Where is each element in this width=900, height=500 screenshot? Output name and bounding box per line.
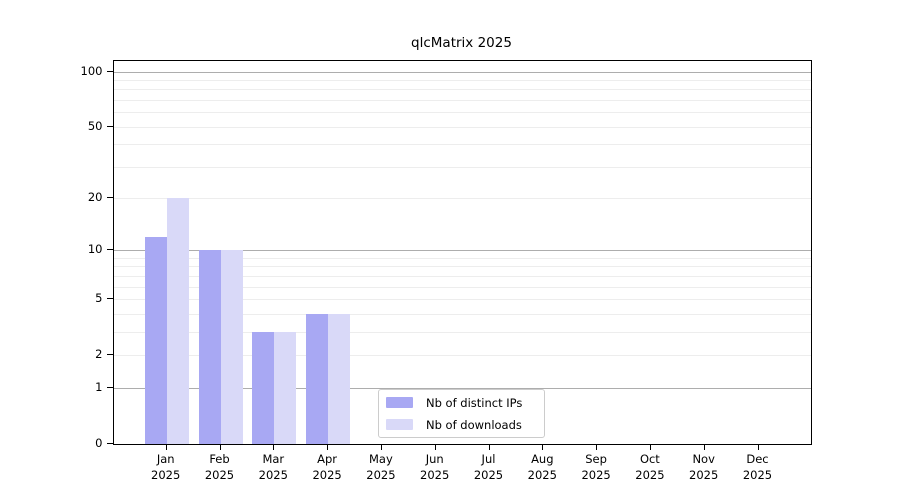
x-tick — [757, 443, 759, 450]
gridline-minor — [113, 266, 811, 268]
gridline-minor — [113, 100, 811, 102]
x-tick — [327, 443, 329, 450]
gridline-minor — [113, 89, 811, 91]
y-tick-label: 5 — [95, 291, 103, 306]
y-tick-label: 1 — [95, 379, 103, 394]
x-tick-label: Jan 2025 — [151, 451, 181, 483]
legend: Nb of distinct IPs Nb of downloads — [378, 389, 545, 438]
x-tick — [380, 443, 383, 450]
gridline-minor — [113, 275, 811, 277]
gridline-minor — [113, 198, 811, 200]
plot-area — [112, 59, 812, 445]
x-tick — [703, 443, 705, 450]
gridline-minor — [113, 126, 811, 128]
bar-downloads — [166, 198, 189, 444]
x-tick-label: May 2025 — [366, 451, 396, 483]
x-tick — [219, 443, 221, 450]
x-tick-label: Mar 2025 — [258, 451, 288, 483]
x-tick-label: Oct 2025 — [635, 451, 665, 483]
gridline-major — [113, 71, 811, 73]
y-tick — [106, 353, 113, 356]
y-tick — [106, 70, 113, 72]
gridline-minor — [113, 313, 811, 315]
y-tick-label: 50 — [87, 118, 103, 133]
y-tick-label: 2 — [95, 346, 103, 361]
bar-downloads — [220, 250, 243, 444]
x-tick-label: Dec 2025 — [742, 451, 773, 483]
chart-title: qlcMatrix 2025 — [411, 35, 512, 51]
x-tick — [488, 443, 490, 450]
gridline-minor — [113, 166, 811, 168]
gridline-major — [113, 387, 811, 389]
legend-label-downloads: Nb of downloads — [426, 417, 522, 432]
x-tick-label: Sep 2025 — [581, 451, 611, 483]
x-tick-label: Nov 2025 — [689, 451, 719, 483]
y-tick — [106, 197, 113, 199]
bar-downloads — [274, 331, 297, 444]
y-tick-label: 10 — [87, 242, 103, 257]
y-tick-label: 0 — [95, 435, 103, 450]
y-tick — [106, 125, 113, 127]
x-tick — [273, 443, 275, 450]
x-tick — [649, 443, 652, 450]
bar-distinct-ips — [306, 313, 329, 444]
y-tick — [106, 298, 113, 300]
gridline-minor — [113, 80, 811, 82]
gridline-minor — [113, 299, 811, 301]
y-tick — [106, 442, 113, 444]
y-tick — [106, 386, 113, 388]
gridline-minor — [113, 286, 811, 288]
y-tick-label: 100 — [80, 63, 103, 78]
x-tick-label: Feb 2025 — [204, 451, 235, 483]
x-tick — [596, 443, 598, 450]
bar-distinct-ips — [144, 236, 167, 444]
gridline-minor — [113, 331, 811, 333]
x-tick — [542, 443, 544, 450]
y-tick-label: 20 — [87, 190, 103, 205]
x-tick-label: Jun 2025 — [420, 451, 450, 483]
x-tick-label: Apr 2025 — [312, 451, 342, 483]
x-tick-label: Jul 2025 — [473, 451, 504, 483]
y-tick — [106, 249, 113, 251]
legend-label-distinct-ips: Nb of distinct IPs — [426, 395, 523, 410]
gridline-minor — [113, 354, 811, 356]
x-tick-label: Aug 2025 — [527, 451, 557, 483]
x-tick — [165, 443, 167, 450]
legend-row-downloads: Nb of downloads — [379, 415, 544, 435]
bar-distinct-ips — [252, 331, 275, 444]
bar-downloads — [328, 313, 351, 444]
gridline-minor — [113, 112, 811, 114]
gridline-minor — [113, 257, 811, 259]
x-tick — [434, 443, 436, 450]
gridline-major — [113, 250, 811, 252]
gridline-minor — [113, 144, 811, 146]
legend-row-distinct-ips: Nb of distinct IPs — [379, 393, 544, 413]
legend-swatch-distinct-ips — [386, 397, 413, 408]
bar-distinct-ips — [198, 250, 221, 444]
legend-swatch-downloads — [386, 419, 413, 430]
